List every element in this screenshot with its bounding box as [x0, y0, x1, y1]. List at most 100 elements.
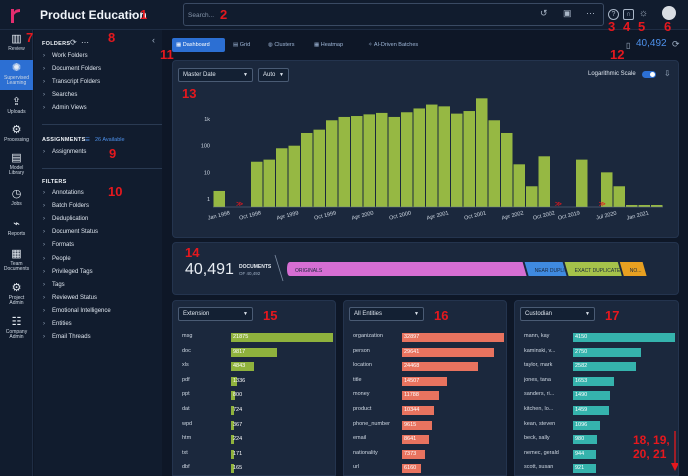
bar-row[interactable]: ppt 800: [173, 390, 335, 401]
timeline-bar[interactable]: [426, 104, 438, 207]
bar-row[interactable]: nemec, gerald 944: [515, 449, 678, 460]
tab-dashboard[interactable]: ▦ Dashboard: [172, 38, 225, 52]
more-icon[interactable]: ⋯: [81, 38, 89, 47]
bar-row[interactable]: beck, sally 980: [515, 434, 678, 445]
bar-row[interactable]: product 10344: [344, 405, 506, 416]
tab-clusters[interactable]: ◍ Clusters: [268, 42, 295, 48]
folder-item[interactable]: › Transcript Folders: [43, 79, 100, 85]
nav-model-library[interactable]: ▤ Model Library: [0, 152, 33, 180]
segment-no-[interactable]: [619, 262, 647, 276]
extension-select[interactable]: Extension ▼: [178, 307, 253, 321]
bar-row[interactable]: sanders, ri... 1490: [515, 390, 678, 401]
assignment-item[interactable]: › Assignments: [43, 149, 86, 155]
bar-row[interactable]: doc 9817: [173, 347, 335, 358]
bar-row[interactable]: email 8641: [344, 434, 506, 445]
timeline-bar[interactable]: [638, 205, 651, 207]
timeline-bar[interactable]: [351, 116, 363, 207]
timeline-bar[interactable]: [301, 132, 313, 207]
app-logo-icon[interactable]: [9, 7, 22, 24]
timeline-bar[interactable]: [538, 156, 551, 207]
timeline-bar[interactable]: [276, 148, 288, 207]
nav-processing[interactable]: ⚙ Processing: [0, 124, 33, 146]
headset-icon[interactable]: ∩: [623, 9, 634, 20]
filter-item[interactable]: › People: [43, 256, 71, 262]
bar-row[interactable]: mann, kay 4150: [515, 332, 678, 343]
bar-row[interactable]: dat 724: [173, 405, 335, 416]
help-icon[interactable]: ?: [608, 9, 619, 20]
tab-heatmap[interactable]: ▦ Heatmap: [314, 42, 344, 48]
bar-row[interactable]: title 14507: [344, 376, 506, 387]
nav-project-admin[interactable]: ⚙ Project Admin: [0, 282, 33, 310]
bar-row[interactable]: location 24468: [344, 361, 506, 372]
timeline-bar[interactable]: [576, 159, 588, 207]
timeline-bar[interactable]: [363, 114, 376, 207]
folder-item[interactable]: › Work Folders: [43, 53, 88, 59]
download-icon[interactable]: ⇩: [664, 69, 671, 78]
bar-row[interactable]: kitchen, lo... 1459: [515, 405, 678, 416]
nav-company-admin[interactable]: ☷ Company Admin: [0, 316, 33, 344]
timeline-bar[interactable]: [401, 112, 413, 207]
filter-item[interactable]: › Annotations: [43, 190, 84, 196]
timeline-bar[interactable]: [613, 186, 626, 207]
date-field-select[interactable]: Master Date ▼: [178, 68, 253, 82]
bar-row[interactable]: scott, susan 921: [515, 463, 678, 474]
filter-item[interactable]: › Deduplication: [43, 216, 88, 222]
interval-select[interactable]: Auto ▼: [258, 68, 289, 82]
filter-item[interactable]: › Entities: [43, 321, 72, 327]
nav-jobs[interactable]: ◷ Jobs: [0, 188, 33, 210]
timeline-bar[interactable]: [213, 190, 226, 207]
timeline-bar[interactable]: [313, 129, 326, 207]
entities-select[interactable]: All Entities ▼: [349, 307, 424, 321]
timeline-bar[interactable]: [513, 164, 526, 207]
filter-item[interactable]: › Batch Folders: [43, 203, 89, 209]
timeline-bar[interactable]: [438, 106, 451, 207]
assignments-available[interactable]: 26 Available: [95, 137, 125, 143]
bar-row[interactable]: nationality 7373: [344, 449, 506, 460]
bar-row[interactable]: pdf 1336: [173, 376, 335, 387]
bar-row[interactable]: xls 4843: [173, 361, 335, 372]
bar-row[interactable]: person 29641: [344, 347, 506, 358]
filter-item[interactable]: › Document Status: [43, 229, 98, 235]
segment-originals[interactable]: [287, 262, 527, 276]
timeline-bar[interactable]: [388, 116, 401, 207]
timeline-bar[interactable]: [251, 161, 263, 207]
timeline-bar[interactable]: [288, 145, 301, 207]
filter-item[interactable]: › Emotional Intelligence: [43, 308, 111, 314]
folder-item[interactable]: › Document Folders: [43, 66, 101, 72]
save-search-icon[interactable]: ▣: [563, 8, 572, 18]
filter-item[interactable]: › Formats: [43, 242, 74, 248]
timeline-bar[interactable]: [601, 172, 613, 207]
nav-uploads[interactable]: ⇪ Uploads: [0, 96, 33, 118]
filter-item[interactable]: › Email Threads: [43, 334, 91, 340]
collapse-panel-icon[interactable]: ‹: [152, 35, 155, 45]
timeline-bar[interactable]: [338, 116, 351, 207]
log-scale-toggle[interactable]: [642, 71, 656, 78]
timeline-bar[interactable]: [376, 112, 388, 207]
segment-exact-duplicates[interactable]: [564, 262, 622, 276]
filter-item[interactable]: › Privileged Tags: [43, 269, 93, 275]
timeline-bar[interactable]: [413, 108, 426, 207]
bar-row[interactable]: url 6160: [344, 463, 506, 474]
bar-row[interactable]: dbf 165: [173, 463, 335, 474]
timeline-bar[interactable]: [326, 120, 338, 207]
more-options-icon[interactable]: ⋯: [586, 8, 595, 18]
avatar[interactable]: [662, 6, 676, 20]
timeline-bar[interactable]: [263, 159, 276, 207]
bar-row[interactable]: jones, tana 1653: [515, 376, 678, 387]
chevron-down-icon[interactable]: ⌄: [129, 8, 138, 19]
timeline-bar[interactable]: [476, 98, 488, 207]
theme-icon[interactable]: ☼: [638, 8, 649, 19]
search-input[interactable]: [188, 8, 448, 22]
bar-row[interactable]: txt 171: [173, 449, 335, 460]
history-icon[interactable]: ↺: [540, 8, 548, 18]
bar-row[interactable]: htm 224: [173, 434, 335, 445]
bar-row[interactable]: taylor, mark 2582: [515, 361, 678, 372]
refresh-icon[interactable]: ⟳: [672, 39, 680, 49]
refresh-icon[interactable]: ⟳: [70, 38, 77, 47]
bar-row[interactable]: phone_number 9615: [344, 420, 506, 431]
tab-ai-driven-batches[interactable]: ✧ AI-Driven Batches: [368, 42, 419, 48]
timeline-bar[interactable]: [526, 186, 538, 207]
filter-item[interactable]: › Tags: [43, 282, 65, 288]
timeline-bar[interactable]: [626, 205, 638, 207]
workspace-title[interactable]: Product Education: [40, 8, 147, 22]
